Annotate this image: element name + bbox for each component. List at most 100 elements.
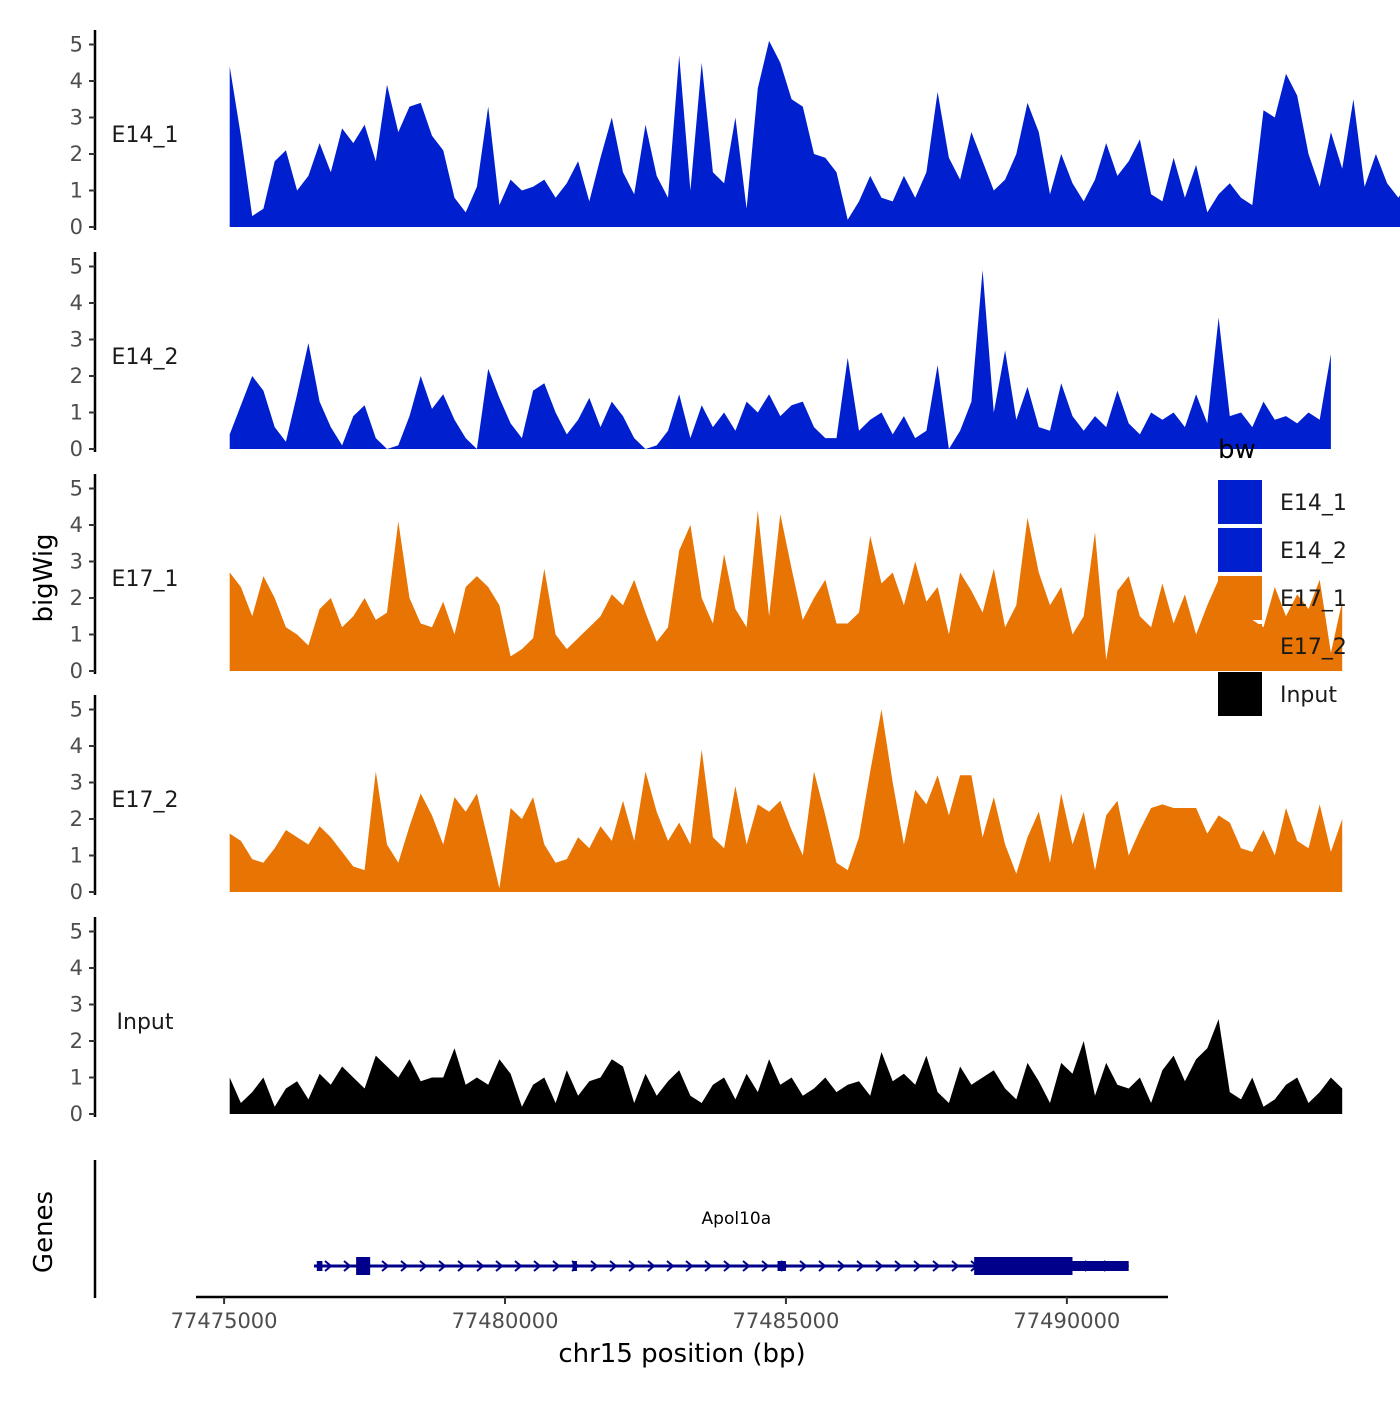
y-tick-label: 5 [70, 920, 83, 944]
strand-arrow [343, 1260, 352, 1272]
y-tick-label: 1 [70, 1066, 83, 1090]
y-tick-label: 2 [70, 142, 83, 166]
legend-label: E17_1 [1280, 587, 1347, 612]
gene-exon [974, 1257, 1073, 1275]
y-tick-label: 3 [70, 993, 83, 1017]
y-axis-title: bigWig [29, 533, 59, 622]
strand-arrow [856, 1260, 865, 1272]
gene-exon [572, 1261, 577, 1271]
tracks-layer: 0 1 2 3 4 5 E14_1 0 1 2 3 4 5 E14_2 0 1 2 3 4 5 E17_1 0 1 2 3 4 5 E… [70, 30, 1400, 1126]
legend-swatch [1218, 480, 1262, 524]
y-tick-label: 3 [70, 106, 83, 130]
x-tick-label: 77490000 [1013, 1309, 1120, 1333]
legend-swatch [1218, 576, 1262, 620]
legend-title: bw [1218, 435, 1256, 465]
y-tick-label: 2 [70, 1029, 83, 1053]
track-label: E14_1 [112, 123, 179, 148]
strand-arrow [913, 1260, 922, 1272]
strand-arrow [685, 1260, 694, 1272]
y-tick-label: 5 [70, 255, 83, 279]
y-tick-label: 1 [70, 844, 83, 868]
strand-arrow [381, 1260, 390, 1272]
y-tick-label: 5 [70, 477, 83, 501]
y-tick-label: 0 [70, 215, 83, 239]
strand-arrow [742, 1260, 751, 1272]
strand-arrow [951, 1260, 960, 1272]
strand-arrow [495, 1260, 504, 1272]
legend-label: E14_2 [1280, 539, 1347, 564]
legend-swatch [1218, 672, 1262, 716]
y-tick-label: 0 [70, 437, 83, 461]
y-tick-label: 2 [70, 586, 83, 610]
area-E17_1 [229, 510, 1343, 671]
legend-label: E14_1 [1280, 491, 1347, 516]
track-label: E17_2 [112, 788, 179, 813]
y-tick-label: 1 [70, 179, 83, 203]
y-tick-label: 5 [70, 33, 83, 57]
track-label: E17_1 [112, 567, 179, 592]
y-tick-label: 0 [70, 880, 83, 904]
strand-arrow [818, 1260, 827, 1272]
strand-arrow [628, 1260, 637, 1272]
y-tick-label: 2 [70, 364, 83, 388]
gene-exon [777, 1261, 786, 1271]
strand-arrow [514, 1260, 523, 1272]
track-E17_1: 0 1 2 3 4 5 E17_1 [70, 474, 1343, 683]
y-tick-label: 1 [70, 623, 83, 647]
track-label: E14_2 [112, 345, 179, 370]
area-Input [229, 1019, 1343, 1114]
strand-arrow [533, 1260, 542, 1272]
strand-arrow [761, 1260, 770, 1272]
area-E17_2 [229, 709, 1343, 892]
area-E14_1 [229, 40, 1400, 227]
gene-exon [1072, 1261, 1129, 1271]
genes-layer: Apol10a [93, 1160, 1129, 1298]
strand-arrow [609, 1260, 618, 1272]
y-tick-label: 4 [70, 69, 83, 93]
legend-label: Input [1280, 683, 1337, 708]
y-tick-label: 1 [70, 401, 83, 425]
gene-Apol10a: Apol10a [313, 1209, 1129, 1275]
x-tick-label: 77485000 [732, 1309, 839, 1333]
strand-arrow [400, 1260, 409, 1272]
strand-arrow [476, 1260, 485, 1272]
y-tick-label: 4 [70, 734, 83, 758]
strand-arrow [419, 1260, 428, 1272]
y-tick-label: 3 [70, 771, 83, 795]
strand-arrow [723, 1260, 732, 1272]
x-tick-label: 77475000 [171, 1309, 278, 1333]
y-tick-label: 0 [70, 1102, 83, 1126]
legend: bw E14_1 E14_2 E17_1 E17_2 Input [1218, 435, 1347, 716]
strand-arrow [552, 1260, 561, 1272]
strand-arrow [438, 1260, 447, 1272]
y-tick-label: 4 [70, 291, 83, 315]
gene-exon [316, 1261, 323, 1271]
y-tick-label: 3 [70, 328, 83, 352]
x-axis: 77475000 77480000 77485000 77490000 [171, 1295, 1168, 1333]
strand-arrow [647, 1260, 656, 1272]
track-E17_2: 0 1 2 3 4 5 E17_2 [70, 695, 1343, 904]
strand-arrow [457, 1260, 466, 1272]
y-tick-label: 0 [70, 659, 83, 683]
strand-arrow [324, 1260, 333, 1272]
genes-axis-title: Genes [29, 1191, 59, 1273]
strand-arrow [704, 1260, 713, 1272]
strand-arrow [799, 1260, 808, 1272]
strand-arrow [837, 1260, 846, 1272]
y-tick-label: 3 [70, 550, 83, 574]
y-tick-label: 4 [70, 956, 83, 980]
x-axis-title: chr15 position (bp) [558, 1339, 805, 1369]
y-tick-label: 4 [70, 513, 83, 537]
track-Input: 0 1 2 3 4 5 Input [70, 917, 1343, 1126]
strand-arrow [590, 1260, 599, 1272]
strand-arrow [666, 1260, 675, 1272]
legend-label: E17_2 [1280, 635, 1347, 660]
gene-exon [356, 1257, 371, 1275]
strand-arrow [875, 1260, 884, 1272]
gene-label: Apol10a [702, 1209, 772, 1229]
track-E14_1: 0 1 2 3 4 5 E14_1 [70, 30, 1400, 239]
legend-swatch [1218, 624, 1262, 668]
y-tick-label: 5 [70, 698, 83, 722]
